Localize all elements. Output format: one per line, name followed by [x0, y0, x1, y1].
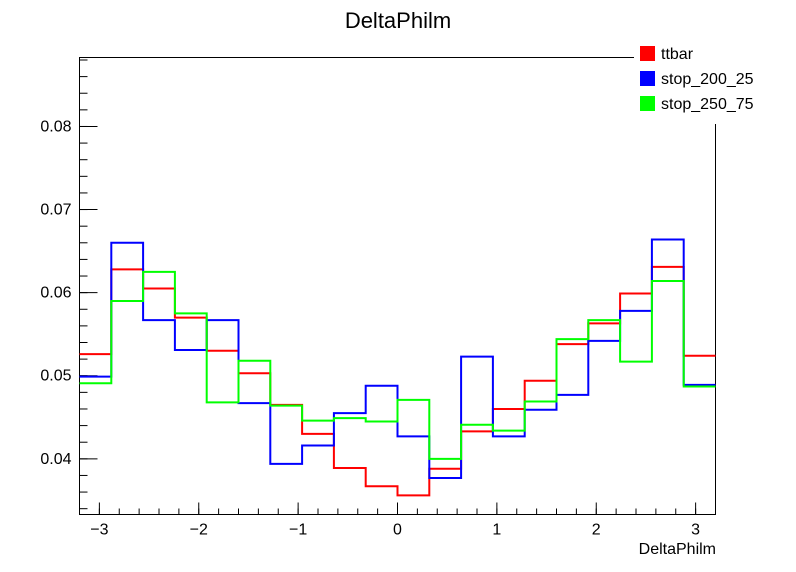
x-tick-label: 3: [691, 522, 700, 539]
y-tick-label: 0.05: [40, 368, 71, 385]
x-tick-label: −2: [190, 522, 208, 539]
legend-swatch: [640, 71, 655, 86]
x-axis-title: DeltaPhilm: [639, 541, 716, 558]
legend-label: stop_250_75: [661, 96, 754, 113]
x-tick-label: −3: [90, 522, 108, 539]
y-tick-label: 0.06: [40, 285, 71, 302]
legend-swatch: [640, 46, 655, 61]
legend: ttbar stop_200_25 stop_250_75: [634, 40, 754, 124]
x-tick-label: −1: [289, 522, 307, 539]
x-axis-ticks: −3 −2 −1 0 1 2 3: [79, 502, 716, 539]
y-tick-label: 0.07: [40, 202, 71, 219]
x-tick-label: 1: [492, 522, 501, 539]
legend-swatch: [640, 96, 655, 111]
series-line-stop-250-75: [79, 270, 716, 460]
x-tick-label: 2: [592, 522, 601, 539]
series-layer: [79, 238, 716, 497]
x-tick-label: 0: [393, 522, 402, 539]
y-tick-label: 0.08: [40, 118, 71, 135]
y-axis-ticks: 0.04 0.05 0.06 0.07 0.08: [40, 59, 98, 510]
series-line-ttbar: [79, 265, 716, 497]
legend-label: stop_200_25: [661, 71, 754, 88]
chart-title: DeltaPhilm: [345, 8, 451, 33]
legend-label: ttbar: [661, 46, 694, 63]
y-tick-label: 0.04: [40, 451, 71, 468]
